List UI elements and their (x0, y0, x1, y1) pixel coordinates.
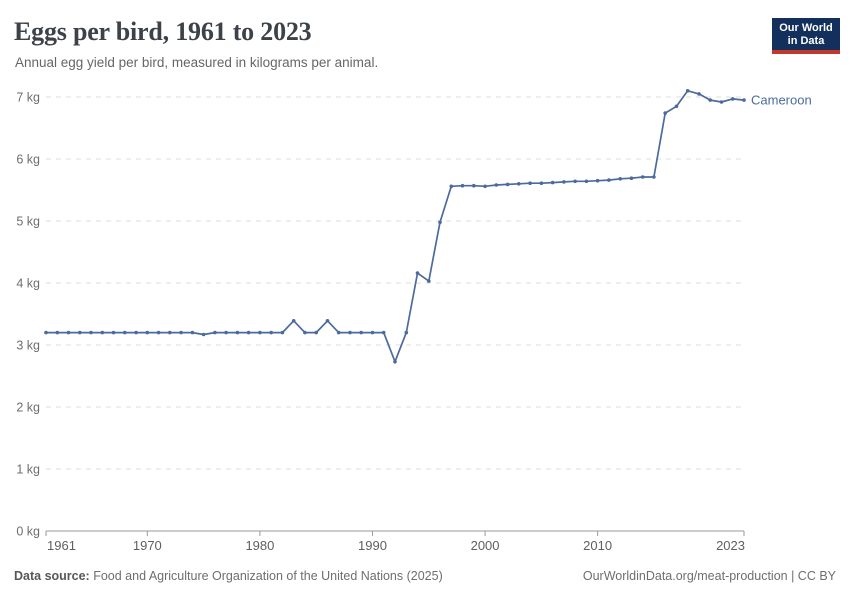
y-axis-label: 0 kg (16, 525, 40, 539)
y-axis-label: 7 kg (16, 91, 40, 105)
x-axis-label: 2000 (471, 538, 500, 553)
data-point[interactable] (449, 184, 454, 189)
data-point[interactable] (415, 271, 420, 275)
data-point[interactable] (44, 330, 48, 335)
data-point[interactable] (697, 92, 701, 96)
x-axis-label: 1990 (358, 538, 387, 553)
data-point[interactable] (607, 178, 611, 182)
data-point[interactable] (258, 330, 262, 335)
data-point[interactable] (269, 330, 274, 335)
data-point[interactable] (730, 97, 735, 101)
data-point[interactable] (145, 330, 150, 335)
y-axis-label: 5 kg (16, 215, 40, 229)
data-point[interactable] (652, 175, 656, 179)
data-point[interactable] (246, 330, 251, 335)
data-point[interactable] (742, 98, 746, 102)
data-point[interactable] (460, 183, 465, 188)
data-point[interactable] (224, 330, 228, 335)
data-point[interactable] (618, 177, 622, 181)
series-line-cameroon[interactable] (45, 89, 745, 363)
data-point[interactable] (213, 330, 217, 335)
data-point[interactable] (89, 330, 93, 335)
x-axis-label: 2010 (583, 538, 612, 553)
data-point[interactable] (201, 332, 206, 337)
data-point[interactable] (168, 330, 172, 335)
y-axis-label: 4 kg (16, 277, 40, 291)
data-point[interactable] (235, 330, 240, 335)
data-point[interactable] (640, 175, 645, 179)
data-point[interactable] (348, 330, 352, 335)
data-point[interactable] (123, 330, 127, 335)
data-point[interactable] (674, 104, 679, 109)
chart-title: Eggs per bird, 1961 to 2023 (14, 17, 312, 46)
data-point[interactable] (156, 330, 161, 335)
y-axis-label: 3 kg (16, 339, 40, 353)
data-point[interactable] (427, 279, 431, 283)
data-point[interactable] (404, 330, 409, 335)
data-point[interactable] (78, 330, 82, 335)
data-point[interactable] (66, 330, 71, 335)
data-point[interactable] (584, 179, 589, 184)
data-point[interactable] (303, 330, 307, 335)
data-point[interactable] (505, 182, 510, 187)
x-axis-label: 2023 (716, 538, 745, 553)
data-point[interactable] (483, 184, 487, 189)
data-point[interactable] (291, 319, 296, 323)
y-axis-label: 6 kg (16, 153, 40, 167)
data-point[interactable] (381, 330, 386, 335)
footer-rights-link[interactable]: OurWorldinData.org/meat-production | CC … (582, 569, 836, 583)
owid-logo-box: Our World in Data (772, 18, 840, 50)
data-point[interactable] (708, 98, 712, 102)
data-point[interactable] (325, 319, 330, 323)
data-point[interactable] (562, 180, 566, 184)
data-point[interactable] (472, 183, 476, 188)
data-point[interactable] (100, 330, 105, 335)
data-point[interactable] (685, 89, 690, 93)
data-point[interactable] (280, 330, 285, 335)
x-axis-label: 1980 (245, 538, 274, 553)
data-point[interactable] (179, 330, 183, 335)
data-point[interactable] (629, 176, 634, 180)
data-point[interactable] (494, 183, 499, 187)
data-point[interactable] (595, 178, 600, 183)
data-point[interactable] (393, 359, 397, 364)
data-point[interactable] (539, 181, 544, 185)
chart-subtitle: Annual egg yield per bird, measured in k… (15, 55, 379, 70)
data-source: Data source: Food and Agriculture Organi… (14, 569, 443, 583)
data-point[interactable] (336, 330, 341, 335)
y-axis-label: 2 kg (16, 401, 40, 415)
x-axis-label: 1961 (47, 538, 76, 553)
data-point[interactable] (111, 330, 116, 335)
owid-logo[interactable]: Our World in Data (772, 18, 840, 54)
data-point[interactable] (55, 330, 60, 335)
owid-logo-red-bar (772, 50, 840, 54)
data-source-text: Food and Agriculture Organization of the… (93, 569, 443, 583)
owid-logo-line2: in Data (787, 34, 825, 47)
data-point[interactable] (438, 220, 442, 224)
data-point[interactable] (190, 330, 195, 335)
data-point[interactable] (517, 182, 521, 186)
data-point[interactable] (719, 100, 724, 104)
data-point[interactable] (134, 330, 138, 335)
y-axis-label: 1 kg (16, 463, 40, 477)
data-point[interactable] (573, 179, 577, 184)
x-axis-label: 1970 (133, 538, 162, 553)
data-point[interactable] (550, 180, 555, 185)
data-point[interactable] (663, 111, 667, 115)
entity-label-cameroon[interactable]: Cameroon (751, 93, 812, 108)
data-point[interactable] (528, 181, 532, 185)
data-source-label: Data source: (14, 569, 90, 583)
data-point[interactable] (359, 330, 364, 335)
owid-logo-line1: Our World (779, 22, 833, 34)
data-point[interactable] (314, 330, 319, 335)
data-point[interactable] (370, 330, 375, 335)
